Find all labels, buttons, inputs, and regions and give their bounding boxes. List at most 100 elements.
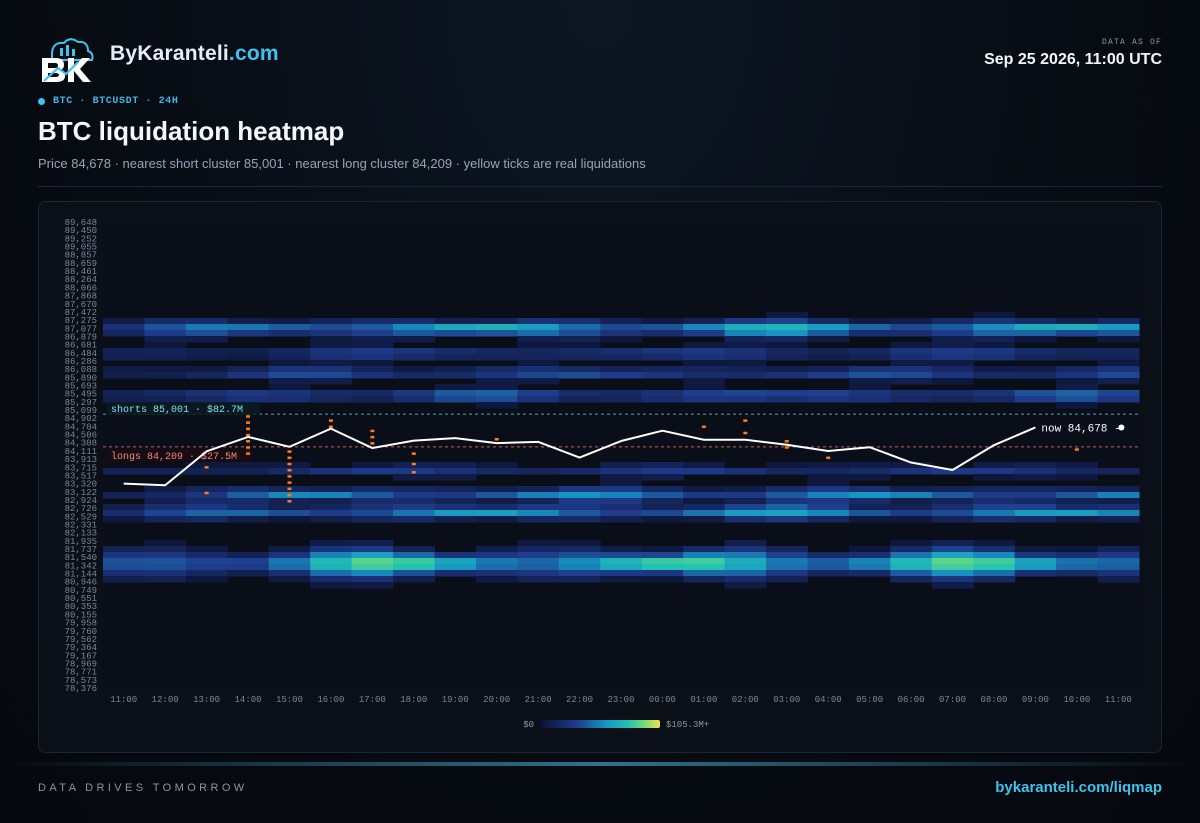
heat-cell	[683, 366, 726, 373]
heat-cell	[973, 396, 1016, 403]
heat-cell	[683, 372, 726, 379]
y-tick-label: 85,890	[65, 373, 97, 383]
heat-cell	[144, 492, 187, 499]
y-tick-label: 81,540	[65, 553, 97, 563]
heat-cell	[103, 354, 145, 361]
heat-cell	[766, 462, 808, 469]
footer-link[interactable]: bykaranteli.com/liqmap	[995, 779, 1162, 796]
y-tick-label: 84,506	[65, 431, 97, 441]
heat-cell	[724, 360, 767, 367]
heat-cell	[724, 552, 767, 559]
y-tick-label: 88,461	[65, 267, 97, 277]
heat-cell	[475, 576, 518, 583]
heat-cell	[807, 324, 850, 331]
heat-cell	[766, 330, 808, 337]
heat-cell	[1014, 552, 1057, 559]
heat-cell	[310, 540, 353, 547]
heat-cell	[807, 468, 850, 475]
liquidation-tick	[246, 427, 251, 431]
y-tick-label: 89,252	[65, 234, 97, 244]
heat-cell	[1056, 378, 1099, 385]
heat-cell	[558, 504, 601, 511]
heat-cell	[890, 318, 933, 325]
heat-cell	[600, 498, 643, 505]
x-tick-label: 20:00	[483, 695, 510, 705]
heat-cell	[1056, 516, 1099, 523]
heat-cells	[103, 312, 1140, 589]
heat-cell	[890, 396, 933, 403]
y-tick-label: 78,573	[65, 676, 97, 686]
y-tick-label: 86,484	[65, 349, 97, 359]
heat-cell	[807, 498, 850, 505]
heat-cell	[724, 330, 767, 337]
heat-cell	[766, 312, 808, 319]
color-scale-min-label: $0	[523, 720, 534, 730]
heat-cell	[393, 396, 436, 403]
heat-cell	[310, 468, 353, 475]
heat-cell	[890, 324, 933, 331]
heat-cell	[848, 330, 891, 337]
y-axis-ticks: 89,64889,45089,25289,05588,85788,65988,4…	[65, 218, 97, 694]
heat-cell	[683, 516, 726, 523]
heat-cell	[558, 498, 601, 505]
as-of-value: Sep 25 2026, 11:00 UTC	[984, 51, 1162, 68]
data-as-of: DATA AS OF Sep 25 2026, 11:00 UTC	[984, 38, 1162, 69]
heat-cell	[1056, 354, 1099, 361]
heat-cell	[931, 552, 974, 559]
heat-cell	[434, 552, 477, 559]
heat-cell	[1056, 564, 1099, 571]
heat-cell	[310, 558, 353, 565]
heat-cell	[807, 486, 850, 493]
heat-cell	[724, 390, 767, 397]
heat-cell	[517, 516, 560, 523]
heat-cell	[931, 336, 974, 343]
heat-cell	[434, 486, 477, 493]
heat-cell	[1014, 324, 1057, 331]
heat-cell	[973, 570, 1016, 577]
heat-cell	[1056, 486, 1099, 493]
heat-cell	[931, 516, 974, 523]
heat-cell	[600, 324, 643, 331]
heat-cell	[558, 558, 601, 565]
heat-cell	[227, 354, 270, 361]
heat-cell	[724, 492, 767, 499]
y-tick-label: 87,670	[65, 300, 97, 310]
x-tick-label: 23:00	[607, 695, 634, 705]
heat-cell	[848, 366, 891, 373]
y-tick-label: 83,122	[65, 488, 97, 498]
heat-cell	[434, 468, 477, 475]
heat-cell	[600, 564, 643, 571]
heat-cell	[227, 552, 270, 559]
y-tick-label: 81,342	[65, 561, 97, 571]
heat-cell	[227, 492, 270, 499]
heat-cell	[848, 378, 891, 385]
chart-panel: 89,648 89,450 89,252 89,055 88,857 88,659 88,4…	[38, 201, 1162, 753]
heat-cell	[558, 342, 601, 349]
heat-cell	[268, 396, 311, 403]
heat-cell	[807, 492, 850, 499]
heat-cell	[268, 504, 311, 511]
current-price-dot	[1118, 424, 1125, 431]
heat-cell	[641, 468, 684, 475]
heat-cell	[973, 324, 1016, 331]
heat-cell	[517, 558, 560, 565]
heat-cell	[641, 324, 684, 331]
heat-cell	[393, 504, 436, 511]
heat-cell	[185, 552, 228, 559]
heat-cell	[475, 492, 518, 499]
heat-cell	[103, 552, 145, 559]
live-dot-icon	[38, 98, 45, 105]
heat-cell	[766, 558, 808, 565]
heat-cell	[475, 372, 518, 379]
heat-cell	[144, 348, 187, 355]
heat-cell	[268, 552, 311, 559]
heat-cell	[558, 354, 601, 361]
heat-cell	[1056, 498, 1099, 505]
y-tick-label: 87,077	[65, 324, 97, 334]
y-tick-label: 84,111	[65, 447, 97, 457]
heat-cell	[600, 336, 643, 343]
heat-cell	[351, 354, 394, 361]
heat-cell	[144, 318, 187, 325]
heat-cell	[103, 546, 145, 553]
heat-cell	[1014, 492, 1057, 499]
